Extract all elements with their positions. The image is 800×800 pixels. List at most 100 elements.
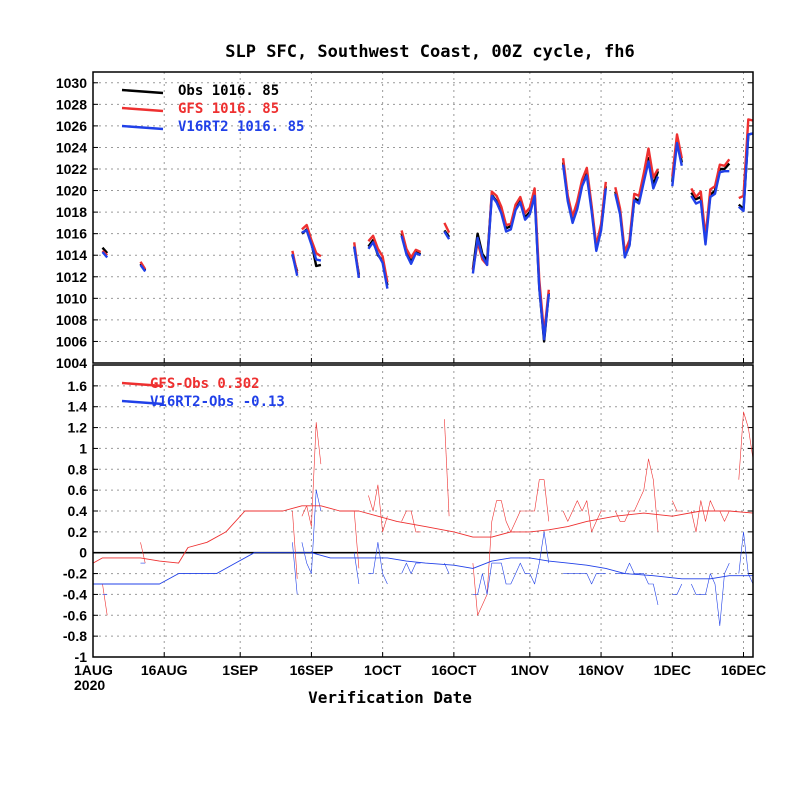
bottom-y-tick-label: 0.8 xyxy=(68,461,88,477)
series-v16rt2-obs-daily-line xyxy=(563,573,606,585)
series-gfs-line xyxy=(561,158,607,247)
bottom-legend-swatch xyxy=(121,381,164,388)
top-legend-entry: Obs 1016. 85 xyxy=(178,83,279,99)
bottom-legend: GFS-Obs 0.302 V16RT2-Obs -0.13 xyxy=(121,376,285,410)
bottom-y-tick-label: -0.8 xyxy=(63,628,87,644)
series-gfs-obs-daily-line xyxy=(738,411,754,480)
top-y-tick-label: 1014 xyxy=(56,247,87,263)
bottom-y-tick-label: 1 xyxy=(79,440,87,456)
series-v16rt2-line xyxy=(367,241,389,289)
series-obs-line xyxy=(101,246,109,254)
top-legend-entry: V16RT2 1016. 85 xyxy=(178,119,304,135)
x-tick-label: 16OCT xyxy=(431,662,477,678)
series-v16rt2-line xyxy=(291,253,299,276)
series-gfs-obs-daily-line xyxy=(562,500,606,533)
bottom-panel: -1 -0.8 -0.6 -0.4 -0.2 0 0.2 0.4 0.6 0.8 1 1.2 1.4 1.… xyxy=(63,364,754,665)
top-y-tick-label: 1026 xyxy=(56,118,87,134)
series-v16rt2-line xyxy=(690,169,730,246)
top-legend-swatch xyxy=(121,106,164,113)
series-gfs-obs-running-mean-line xyxy=(92,505,754,564)
series-v16rt2-line xyxy=(671,141,683,187)
bottom-y-tick-label: -0.2 xyxy=(63,566,87,582)
bottom-y-tick-label: 0.6 xyxy=(68,482,88,498)
top-y-tick-label: 1006 xyxy=(56,333,87,349)
chart-title: SLP SFC, Southwest Coast, 00Z cycle, fh6 xyxy=(225,42,634,62)
series-gfs-obs-daily-line xyxy=(691,500,730,533)
x-tick-label: 1SEP xyxy=(222,662,258,678)
series-v16rt2-line xyxy=(101,251,109,259)
series-v16rt2-obs-daily-line xyxy=(738,531,754,585)
x-tick-label: 16SEP xyxy=(290,662,334,678)
series-v16rt2-line xyxy=(737,132,754,213)
bottom-y-tick-label: 0.4 xyxy=(68,503,88,519)
bottom-series xyxy=(92,411,754,627)
series-v16rt2-obs-daily-line xyxy=(615,562,659,605)
series-gfs-obs-daily-line xyxy=(368,484,388,533)
x-tick-label: 1DEC xyxy=(654,662,691,678)
series-gfs-obs-daily-line xyxy=(102,583,108,616)
series-gfs-obs-daily-line xyxy=(472,479,550,616)
top-legend-entry: GFS 1016. 85 xyxy=(178,101,279,117)
series-gfs-line xyxy=(690,158,731,239)
bottom-y-ticks: -1 -0.8 -0.6 -0.4 -0.2 0 0.2 0.4 0.6 0.8 1 1.2 1.4 1.… xyxy=(63,378,753,665)
x-tick-label: 1OCT xyxy=(364,662,402,678)
series-gfs-obs-daily-line xyxy=(353,510,360,569)
series-gfs-obs-daily-line xyxy=(301,422,322,527)
series-v16rt2-line xyxy=(614,160,660,259)
top-y-tick-label: 1018 xyxy=(56,204,87,220)
bottom-plot-frame xyxy=(92,364,754,658)
top-y-tick-label: 1020 xyxy=(56,183,87,199)
series-gfs-obs-daily-line xyxy=(615,458,659,532)
x-tick-labels: 1AUG 16AUG 1SEP 16SEP 1OCT 16OCT 1NOV 16NOV 1DEC… xyxy=(74,662,766,693)
bottom-y-tick-label: 0.2 xyxy=(68,524,88,540)
series-v16rt2-line xyxy=(353,246,361,279)
series-v16rt2-line xyxy=(443,230,451,240)
top-y-tick-label: 1030 xyxy=(56,75,87,91)
x-tick-label: 1NOV xyxy=(511,662,550,678)
top-y-tick-label: 1028 xyxy=(56,96,87,112)
series-v16rt2-obs-daily-line xyxy=(292,542,298,595)
series-v16rt2-line xyxy=(561,164,607,253)
series-v16rt2-obs-running-mean-line xyxy=(93,552,753,585)
series-gfs-obs-daily-line xyxy=(292,510,298,579)
top-plot-frame xyxy=(92,71,754,364)
bottom-y-tick-label: 1.6 xyxy=(68,378,88,394)
series-gfs-line xyxy=(443,222,451,234)
series-v16rt2-line xyxy=(471,194,550,341)
top-legend-swatch xyxy=(121,124,164,131)
top-panel: 1004 1006 1008 1010 1012 1014 1016 1018 1020 1022… xyxy=(56,71,754,371)
x-tick-label: 16NOV xyxy=(578,662,625,678)
bottom-legend-entry: GFS-Obs 0.302 xyxy=(150,376,260,392)
x-tick-year-label: 2020 xyxy=(74,677,105,693)
series-v16rt2-obs-daily-line xyxy=(672,583,683,595)
top-grid xyxy=(93,72,753,363)
x-tick-label: 16DEC xyxy=(721,662,766,678)
series-v16rt2-line xyxy=(301,229,322,262)
series-gfs-obs-daily-line xyxy=(444,419,450,517)
x-tick-label: 1AUG xyxy=(74,662,113,678)
series-gfs-obs-daily-line xyxy=(140,542,146,564)
bottom-y-tick-label: -0.4 xyxy=(63,586,87,602)
series-v16rt2-obs-daily-line xyxy=(401,562,421,574)
series-v16rt2-obs-daily-line xyxy=(301,489,322,574)
top-y-tick-label: 1010 xyxy=(56,290,87,306)
top-y-tick-label: 1024 xyxy=(56,139,87,155)
series-v16rt2-obs-daily-line xyxy=(368,541,388,585)
top-legend-swatch xyxy=(121,88,164,95)
bottom-y-tick-label: 0 xyxy=(79,545,87,561)
top-y-ticks: 1004 1006 1008 1010 1012 1014 1016 1018 1020 1022… xyxy=(56,75,753,371)
series-gfs-line xyxy=(301,223,322,258)
top-y-tick-label: 1016 xyxy=(56,226,87,242)
bottom-y-tick-label: -1 xyxy=(75,649,88,665)
series-gfs-obs-daily-line xyxy=(672,500,682,512)
top-y-tick-label: 1022 xyxy=(56,161,87,177)
bottom-y-tick-label: 1.4 xyxy=(68,399,88,415)
series-v16rt2-line xyxy=(400,235,422,265)
bottom-y-tick-label: 1.2 xyxy=(68,420,88,436)
bottom-y-tick-label: -0.6 xyxy=(63,607,87,623)
top-y-tick-label: 1012 xyxy=(56,269,87,285)
top-y-tick-label: 1004 xyxy=(56,355,87,371)
bottom-legend-entry: V16RT2-Obs -0.13 xyxy=(150,394,285,410)
top-legend: Obs 1016. 85 GFS 1016. 85 V16RT2 1016. 85 xyxy=(121,83,304,135)
